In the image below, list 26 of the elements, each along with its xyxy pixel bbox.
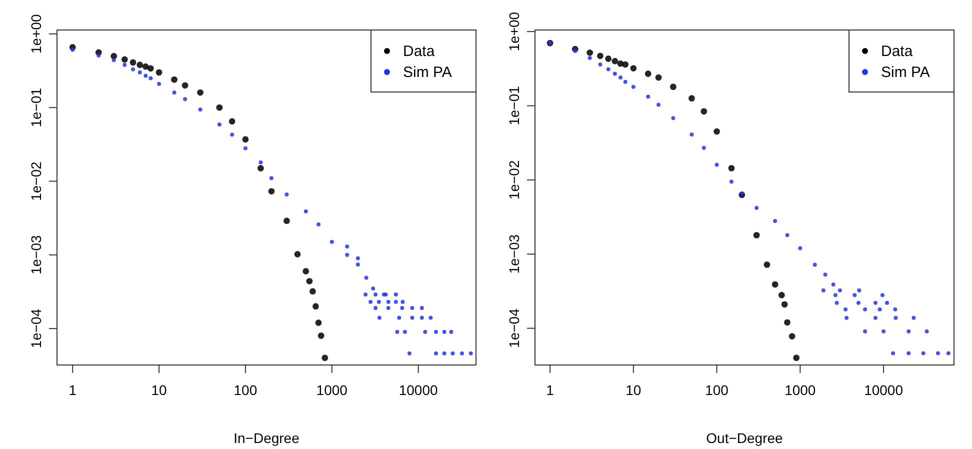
legend-label: Sim PA: [403, 64, 452, 81]
x-axis-title: Out−Degree: [706, 430, 784, 446]
x-tick-label: 10: [151, 382, 168, 398]
y-tick-label: 1e−03: [28, 235, 44, 275]
legend-label: Data: [881, 43, 914, 60]
x-axis-title: In−Degree: [234, 430, 300, 446]
x-tick-label: 1: [546, 382, 554, 398]
y-tick-label: 1e−03: [506, 234, 522, 274]
legend-label: Sim PA: [881, 64, 930, 81]
x-tick-label: 1: [68, 382, 77, 398]
x-tick-label: 10: [626, 382, 642, 398]
x-tick-label: 10000: [398, 382, 438, 398]
y-tick-label: 1e+00: [28, 14, 44, 54]
y-tick-label: 1e+00: [506, 12, 522, 52]
legend-label: Data: [403, 43, 436, 60]
y-tick-label: 1e−04: [506, 308, 522, 348]
x-tick-label: 10000: [864, 382, 904, 398]
y-tick-label: 1e−02: [28, 161, 44, 201]
y-tick-label: 1e−02: [506, 160, 522, 200]
x-tick-label: 100: [234, 382, 258, 398]
y-tick-label: 1e−01: [506, 86, 522, 126]
y-tick-label: 1e−01: [28, 88, 44, 128]
x-tick-label: 1000: [316, 382, 348, 398]
x-tick-label: 1000: [784, 382, 816, 398]
x-tick-label: 100: [705, 382, 729, 398]
y-tick-label: 1e−04: [28, 308, 44, 348]
